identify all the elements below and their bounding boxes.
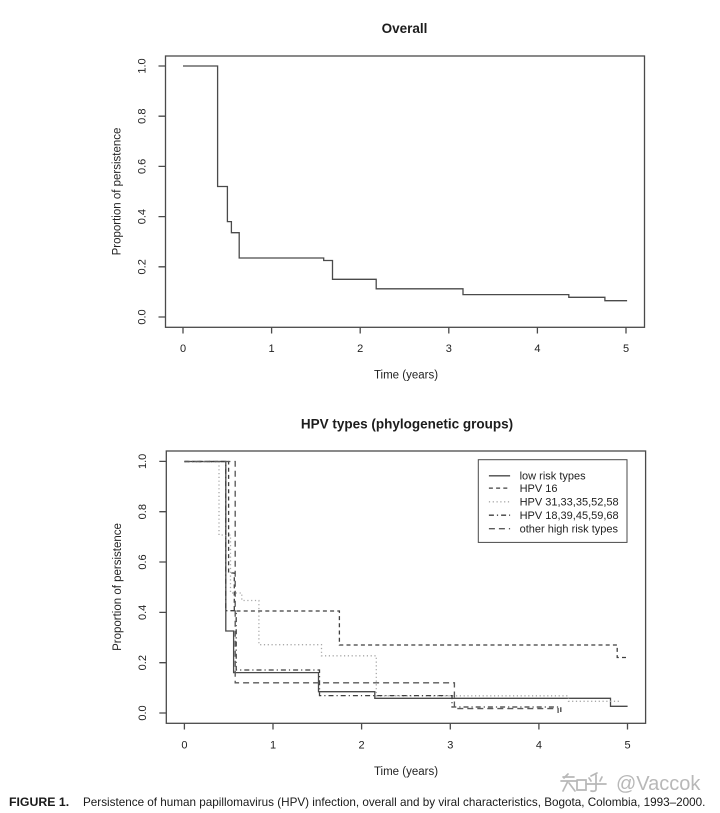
svg-text:1.0: 1.0	[137, 58, 149, 73]
svg-text:Time (years): Time (years)	[374, 766, 438, 778]
svg-text:1: 1	[270, 739, 276, 751]
svg-text:0.2: 0.2	[137, 259, 149, 274]
svg-text:0.8: 0.8	[137, 109, 149, 124]
svg-text:4: 4	[534, 343, 540, 355]
svg-text:Overall: Overall	[382, 21, 428, 36]
svg-text:low risk types: low risk types	[520, 471, 587, 483]
svg-text:1: 1	[269, 343, 275, 355]
svg-text:HPV 18,39,45,59,68: HPV 18,39,45,59,68	[520, 510, 619, 522]
svg-text:5: 5	[624, 739, 630, 751]
svg-text:2: 2	[359, 739, 365, 751]
svg-text:HPV 31,33,35,52,58: HPV 31,33,35,52,58	[520, 497, 619, 509]
svg-text:4: 4	[536, 739, 542, 751]
svg-text:0: 0	[181, 739, 187, 751]
svg-text:HPV 16: HPV 16	[520, 483, 558, 495]
svg-text:0.8: 0.8	[137, 504, 149, 519]
svg-text:5: 5	[623, 343, 629, 355]
svg-text:other high risk types: other high risk types	[520, 523, 619, 535]
svg-text:HPV types (phylogenetic groups: HPV types (phylogenetic groups)	[301, 417, 513, 432]
svg-text:Persistence of human papilloma: Persistence of human papillomavirus (HPV…	[83, 796, 705, 809]
svg-text:0.0: 0.0	[137, 309, 149, 324]
svg-text:0.0: 0.0	[137, 705, 149, 720]
svg-text:Proportion of persistence: Proportion of persistence	[112, 523, 124, 651]
svg-text:3: 3	[447, 739, 453, 751]
svg-text:0.4: 0.4	[137, 209, 149, 224]
svg-text:FIGURE 1.: FIGURE 1.	[9, 795, 69, 809]
svg-text:0.6: 0.6	[137, 159, 149, 174]
svg-text:0: 0	[180, 343, 186, 355]
svg-text:Proportion of persistence: Proportion of persistence	[112, 128, 124, 256]
svg-text:0.4: 0.4	[137, 605, 149, 620]
svg-text:@Vaccok: @Vaccok	[616, 773, 701, 795]
svg-text:Time (years): Time (years)	[374, 370, 438, 382]
svg-text:2: 2	[357, 343, 363, 355]
svg-text:0.6: 0.6	[137, 554, 149, 569]
svg-text:0.2: 0.2	[137, 655, 149, 670]
svg-text:3: 3	[446, 343, 452, 355]
svg-text:1.0: 1.0	[137, 454, 149, 469]
